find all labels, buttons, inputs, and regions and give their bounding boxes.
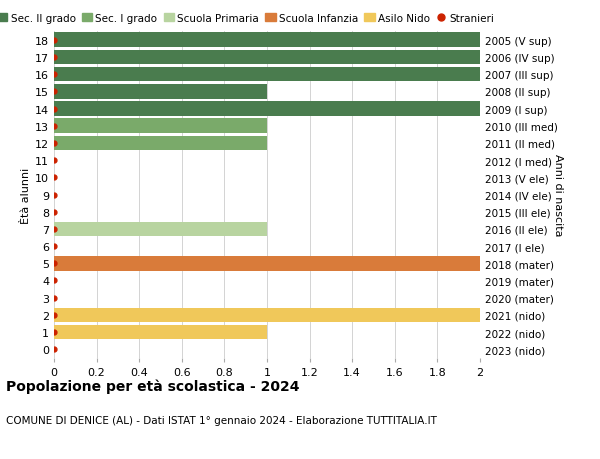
- Bar: [54, 34, 480, 48]
- Text: Popolazione per età scolastica - 2024: Popolazione per età scolastica - 2024: [6, 379, 299, 393]
- Y-axis label: Ètà alunni: Ètà alunni: [21, 167, 31, 223]
- Bar: [54, 136, 267, 151]
- Bar: [54, 325, 267, 340]
- Bar: [54, 85, 267, 100]
- Bar: [54, 102, 480, 117]
- Y-axis label: Anni di nascita: Anni di nascita: [553, 154, 563, 236]
- Bar: [54, 50, 480, 65]
- Legend: Sec. II grado, Sec. I grado, Scuola Primaria, Scuola Infanzia, Asilo Nido, Stran: Sec. II grado, Sec. I grado, Scuola Prim…: [0, 14, 494, 24]
- Bar: [54, 222, 267, 237]
- Text: COMUNE DI DENICE (AL) - Dati ISTAT 1° gennaio 2024 - Elaborazione TUTTITALIA.IT: COMUNE DI DENICE (AL) - Dati ISTAT 1° ge…: [6, 415, 437, 425]
- Bar: [54, 68, 480, 82]
- Bar: [54, 257, 480, 271]
- Bar: [54, 308, 480, 322]
- Bar: [54, 119, 267, 134]
